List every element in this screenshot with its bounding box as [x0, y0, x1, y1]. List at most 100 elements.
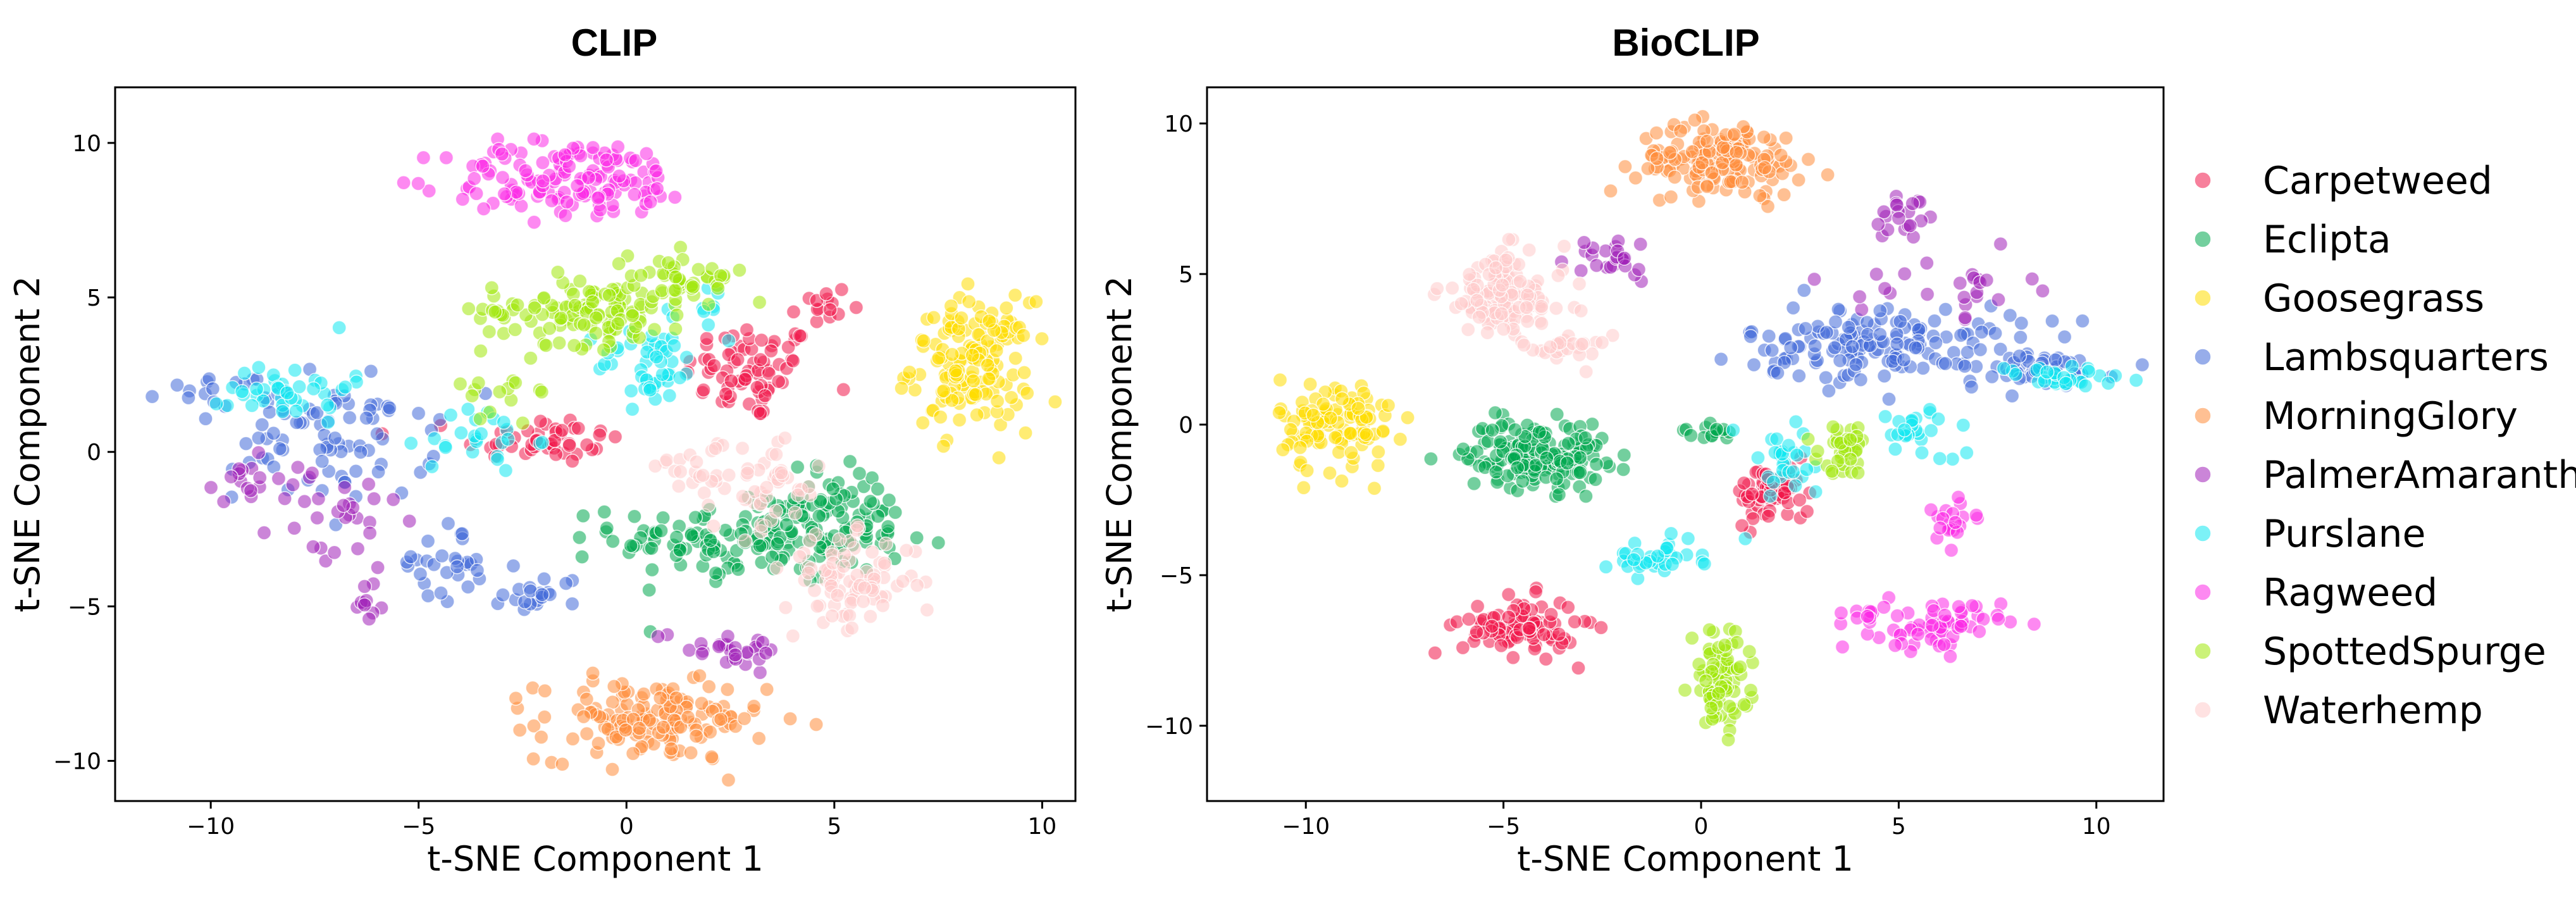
- data-point: [706, 518, 721, 534]
- data-point: [1832, 353, 1848, 368]
- data-point: [730, 352, 745, 368]
- y-tick-label: 0: [1179, 413, 1193, 438]
- data-point: [1881, 392, 1897, 407]
- data-point: [650, 629, 666, 644]
- data-point: [2058, 376, 2074, 391]
- data-point: [1684, 630, 1700, 646]
- clip-panel: CLIP −10 −5 0 5 10 −10 −5 0 5 10 t-SNE Component …: [8, 22, 1077, 879]
- data-point: [1521, 621, 1537, 636]
- data-point: [1456, 442, 1471, 457]
- data-point: [244, 398, 260, 413]
- data-point: [899, 543, 914, 558]
- data-point: [672, 370, 688, 385]
- data-point: [576, 317, 592, 333]
- data-point: [596, 342, 612, 357]
- legend-label: Eclipta: [2263, 218, 2391, 262]
- data-point: [1461, 611, 1477, 627]
- data-point: [790, 459, 805, 475]
- data-point: [1343, 426, 1358, 441]
- data-point: [1677, 682, 1693, 698]
- data-point: [980, 357, 996, 373]
- data-point: [808, 717, 824, 732]
- series-goosegrass: [1272, 372, 1415, 496]
- data-point: [1585, 416, 1600, 432]
- data-point: [870, 482, 886, 497]
- data-point: [461, 402, 476, 417]
- data-point: [936, 438, 951, 454]
- data-point: [1923, 423, 1939, 438]
- data-point: [537, 683, 553, 699]
- data-point: [1549, 301, 1564, 316]
- data-point: [1444, 280, 1460, 295]
- data-point: [1788, 478, 1803, 494]
- data-point: [779, 517, 795, 533]
- data-point: [585, 140, 601, 155]
- data-point: [1683, 428, 1699, 443]
- data-point: [1484, 619, 1500, 634]
- data-point: [1392, 432, 1408, 447]
- data-point: [1327, 430, 1343, 445]
- data-point: [610, 316, 626, 332]
- data-point: [610, 139, 626, 154]
- data-point: [926, 310, 941, 325]
- data-point: [1819, 325, 1835, 340]
- data-point: [672, 542, 688, 558]
- legend-item-palmeramaranth: PalmerAmaranth: [2194, 453, 2576, 497]
- data-point: [1860, 626, 1875, 642]
- data-point: [752, 538, 767, 554]
- data-point: [424, 459, 440, 475]
- data-point: [822, 302, 838, 318]
- bioclip-title: BioCLIP: [1612, 22, 1759, 64]
- data-point: [641, 712, 657, 728]
- data-point: [1470, 599, 1485, 614]
- data-point: [581, 170, 597, 185]
- data-point: [475, 158, 490, 174]
- data-point: [1556, 239, 1572, 254]
- data-point: [588, 310, 604, 326]
- data-point: [802, 533, 818, 549]
- data-point: [1737, 475, 1752, 491]
- data-point: [910, 578, 925, 593]
- data-point: [702, 724, 718, 740]
- series-ragweed: [1833, 490, 2042, 664]
- data-point: [1873, 326, 1888, 342]
- data-point: [535, 435, 550, 450]
- legend-marker: [2194, 642, 2212, 660]
- data-point: [863, 609, 878, 624]
- data-point: [1296, 480, 1311, 495]
- data-point: [1789, 447, 1805, 463]
- data-point: [1902, 218, 1918, 233]
- data-point: [1798, 321, 1813, 336]
- data-point: [1539, 450, 1554, 466]
- data-point: [2100, 375, 2116, 391]
- data-point: [1371, 444, 1386, 460]
- data-point: [306, 381, 321, 397]
- data-point: [1551, 626, 1566, 642]
- data-point: [1845, 339, 1860, 354]
- data-point: [251, 445, 266, 461]
- data-point: [1760, 199, 1776, 214]
- data-point: [1785, 300, 1801, 316]
- data-point: [774, 465, 789, 480]
- data-point: [826, 481, 841, 497]
- data-point: [1932, 451, 1948, 466]
- data-point: [1513, 274, 1528, 289]
- data-point: [1323, 411, 1339, 426]
- data-point: [759, 480, 774, 495]
- data-point: [494, 146, 510, 162]
- data-point: [1685, 144, 1700, 159]
- x-tick-label: −10: [1282, 814, 1330, 840]
- data-point: [1797, 283, 1812, 298]
- data-point: [785, 628, 801, 643]
- data-point: [565, 731, 581, 747]
- data-point: [287, 521, 302, 536]
- data-point: [1375, 423, 1391, 439]
- data-point: [421, 183, 437, 199]
- data-point: [708, 566, 724, 581]
- data-point: [737, 371, 753, 387]
- data-point: [807, 583, 822, 598]
- data-point: [696, 382, 711, 398]
- data-point: [591, 736, 606, 751]
- data-point: [1876, 368, 1892, 383]
